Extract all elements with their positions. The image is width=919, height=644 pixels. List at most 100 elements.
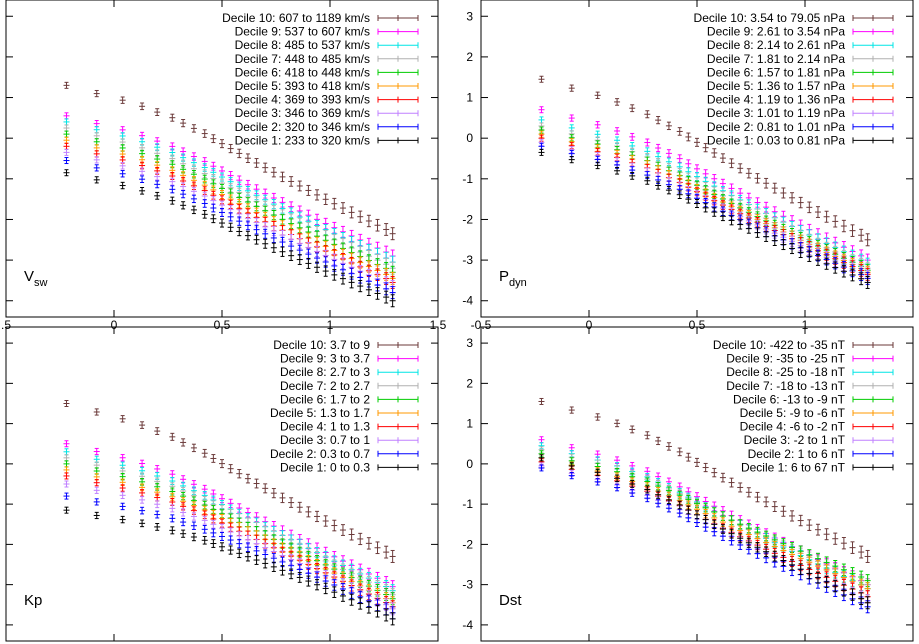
data-point bbox=[93, 176, 100, 184]
data-point bbox=[644, 485, 651, 494]
legend-entry: Decile 5: 1.36 to 1.57 nPa bbox=[707, 79, 845, 93]
series-decile-10 bbox=[538, 397, 871, 563]
data-point bbox=[348, 206, 355, 219]
legend-entry: Decile 10: 607 to 1189 km/s bbox=[222, 11, 370, 25]
data-point bbox=[63, 466, 70, 474]
data-point bbox=[849, 224, 856, 237]
data-point bbox=[339, 202, 346, 214]
data-point bbox=[63, 169, 70, 177]
legend-symbol bbox=[377, 382, 419, 389]
data-point bbox=[864, 233, 871, 247]
legend-entry: Decile 2: 320 to 346 km/s bbox=[235, 120, 370, 134]
series-decile-10 bbox=[538, 75, 871, 247]
data-point bbox=[676, 500, 683, 510]
data-point bbox=[169, 177, 176, 186]
y-tick-label: 3 bbox=[466, 9, 473, 23]
data-point bbox=[169, 504, 176, 513]
data-point bbox=[180, 438, 187, 447]
data-point bbox=[93, 150, 100, 158]
data-point bbox=[694, 199, 700, 209]
panel-label: Kp bbox=[24, 592, 42, 609]
data-point bbox=[93, 455, 100, 463]
data-point bbox=[270, 553, 277, 564]
data-point bbox=[219, 531, 225, 541]
legend-entry: Decile 3: 1.01 to 1.19 nPa bbox=[707, 106, 845, 120]
data-point bbox=[63, 142, 70, 150]
data-point bbox=[190, 205, 197, 215]
data-point bbox=[93, 408, 100, 416]
data-point bbox=[288, 497, 295, 508]
series-decile-3 bbox=[538, 462, 871, 608]
legend-symbol bbox=[377, 437, 419, 444]
data-point bbox=[201, 525, 208, 534]
data-point bbox=[858, 545, 865, 559]
data-point bbox=[262, 162, 269, 173]
data-point bbox=[702, 169, 709, 179]
x-tick-label: .5 bbox=[1, 318, 11, 332]
data-point bbox=[322, 265, 329, 277]
data-point bbox=[568, 114, 575, 122]
data-point bbox=[63, 506, 70, 514]
legend-symbol bbox=[852, 355, 894, 362]
data-point bbox=[832, 580, 839, 593]
data-point bbox=[93, 461, 100, 469]
data-point bbox=[665, 504, 672, 513]
y-tick-label: -2 bbox=[462, 537, 473, 551]
data-point bbox=[169, 526, 176, 535]
legend-symbol bbox=[377, 96, 419, 103]
data-point bbox=[685, 513, 692, 523]
legend-symbol bbox=[377, 450, 419, 457]
data-point bbox=[270, 167, 277, 178]
data-point bbox=[190, 512, 197, 521]
data-point bbox=[538, 75, 545, 83]
data-point bbox=[780, 187, 787, 199]
data-point bbox=[331, 586, 338, 598]
data-point bbox=[93, 138, 100, 146]
legend-symbol bbox=[852, 342, 894, 348]
data-point bbox=[314, 510, 321, 523]
data-point bbox=[771, 182, 778, 194]
x-tick-label: -0.5 bbox=[471, 318, 492, 332]
data-point bbox=[253, 545, 260, 556]
series-decile-2 bbox=[538, 464, 871, 614]
data-point bbox=[655, 499, 662, 508]
data-point bbox=[219, 218, 225, 228]
data-point bbox=[694, 457, 700, 467]
y-tick-label: 2 bbox=[466, 376, 473, 390]
data-point bbox=[139, 175, 146, 183]
legend-symbol bbox=[377, 110, 419, 117]
data-point bbox=[614, 127, 621, 135]
data-point bbox=[568, 406, 575, 414]
data-point bbox=[93, 132, 100, 140]
data-point bbox=[154, 465, 161, 473]
legend-entry: Decile 10: -422 to -35 nT bbox=[713, 338, 846, 352]
data-point bbox=[93, 156, 100, 164]
data-point bbox=[594, 478, 601, 486]
data-point bbox=[270, 488, 277, 499]
legend-symbol bbox=[852, 55, 894, 62]
data-point bbox=[314, 189, 321, 201]
data-point bbox=[219, 523, 225, 533]
data-point bbox=[305, 257, 312, 269]
data-point bbox=[655, 116, 662, 125]
data-point bbox=[201, 199, 208, 208]
data-point bbox=[270, 232, 277, 244]
legend-entry: Decile 1: 233 to 320 km/s bbox=[235, 133, 370, 147]
plot-frame bbox=[5, 0, 439, 318]
data-point bbox=[728, 158, 735, 169]
legend-entry: Decile 3: 0.7 to 1 bbox=[280, 433, 370, 447]
data-point bbox=[771, 550, 778, 562]
data-point bbox=[711, 467, 718, 478]
data-point bbox=[63, 454, 70, 462]
data-point bbox=[357, 279, 364, 293]
legend-symbol bbox=[852, 110, 894, 117]
data-point bbox=[279, 236, 286, 248]
data-point bbox=[754, 542, 761, 553]
data-point bbox=[538, 397, 545, 405]
legend-entry: Decile 4: -6 to -2 nT bbox=[740, 420, 846, 434]
data-point bbox=[374, 287, 381, 300]
data-point bbox=[322, 515, 329, 527]
